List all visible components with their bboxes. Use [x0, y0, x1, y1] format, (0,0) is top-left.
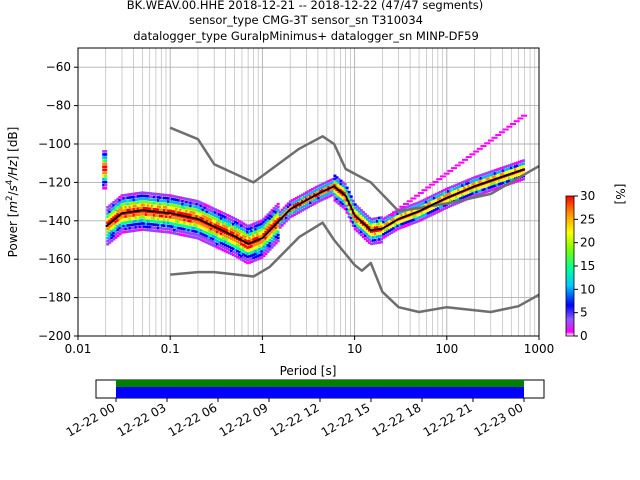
y-tick-label: −180 — [38, 291, 71, 305]
title-line-1: BK.WEAV.00.HHE 2018-12-21 -- 2018-12-22 … — [127, 0, 484, 12]
colorbar-gradient — [565, 195, 575, 337]
colorbar-tick-label: 5 — [580, 306, 588, 320]
timeline-tick-label: 12-22 18 — [370, 400, 424, 439]
y-tick-label: −120 — [38, 175, 71, 189]
x-tick-label: 0.1 — [161, 342, 180, 356]
x-tick-label: 0.01 — [65, 342, 92, 356]
x-axis-ticks: 0.01 0.1 1 10 100 1000 — [65, 336, 555, 356]
y-axis-ticks: −60 −80 −100 −120 −140 −160 −180 −200 — [38, 60, 78, 343]
x-axis-label: Period [s] — [280, 364, 337, 378]
timeline-available-bar — [116, 387, 524, 398]
colorbar: 0 5 10 15 20 25 30 [%] — [565, 184, 627, 343]
y-tick-label: −140 — [38, 214, 71, 228]
low-noise-model-line — [170, 221, 539, 314]
title-line-2: sensor_type CMG-3T sensor_sn T310034 — [189, 13, 423, 27]
timeline-tick-label: 12-22 15 — [319, 400, 373, 439]
timeline-tick-label: 12-22 21 — [421, 400, 475, 439]
high-noise-model-line — [169, 126, 539, 213]
x-tick-label: 1000 — [524, 342, 555, 356]
y-tick-label: −60 — [46, 60, 71, 74]
figure-title: BK.WEAV.00.HHE 2018-12-21 -- 2018-12-22 … — [127, 0, 484, 43]
x-tick-label: 10 — [347, 342, 362, 356]
colorbar-tick-label: 20 — [580, 236, 595, 250]
y-tick-label: −100 — [38, 137, 71, 151]
colorbar-label: [%] — [613, 184, 627, 205]
timeline-used-bar — [116, 380, 524, 387]
timeline-tick-label: 12-22 12 — [268, 400, 322, 439]
x-tick-label: 1 — [259, 342, 267, 356]
psd-plot: 0.01 0.1 1 10 100 1000 −60 −80 −100 −120 −140 −160… — [5, 47, 555, 378]
x-tick-label: 100 — [435, 342, 458, 356]
colorbar-tick-label: 10 — [580, 282, 595, 296]
plot-frame — [77, 47, 540, 337]
timeline-tick-label: 12-22 03 — [115, 400, 169, 439]
psd-lines — [105, 126, 539, 314]
y-axis-label: Power [m2/s4/Hz] [dB] — [5, 127, 20, 258]
colorbar-tick-label: 15 — [580, 259, 595, 273]
y-tick-label: −200 — [38, 329, 71, 343]
median-psd-line — [105, 168, 525, 245]
timeline-tick-label: 12-22 06 — [166, 400, 220, 439]
timeline-tick-label: 12-23 00 — [472, 400, 526, 439]
title-line-3: datalogger_type GuralpMinimus+ datalogge… — [133, 29, 479, 43]
colorbar-ticks: 0 5 10 15 20 25 30 — [574, 189, 595, 343]
timeline-tick-label: 12-22 09 — [217, 400, 271, 439]
colorbar-tick-label: 0 — [580, 329, 588, 343]
y-tick-label: −160 — [38, 252, 71, 266]
timeline-tick-label: 12-22 00 — [64, 400, 118, 439]
y-tick-label: −80 — [46, 99, 71, 113]
colorbar-tick-label: 30 — [580, 189, 595, 203]
colorbar-tick-label: 25 — [580, 212, 595, 226]
